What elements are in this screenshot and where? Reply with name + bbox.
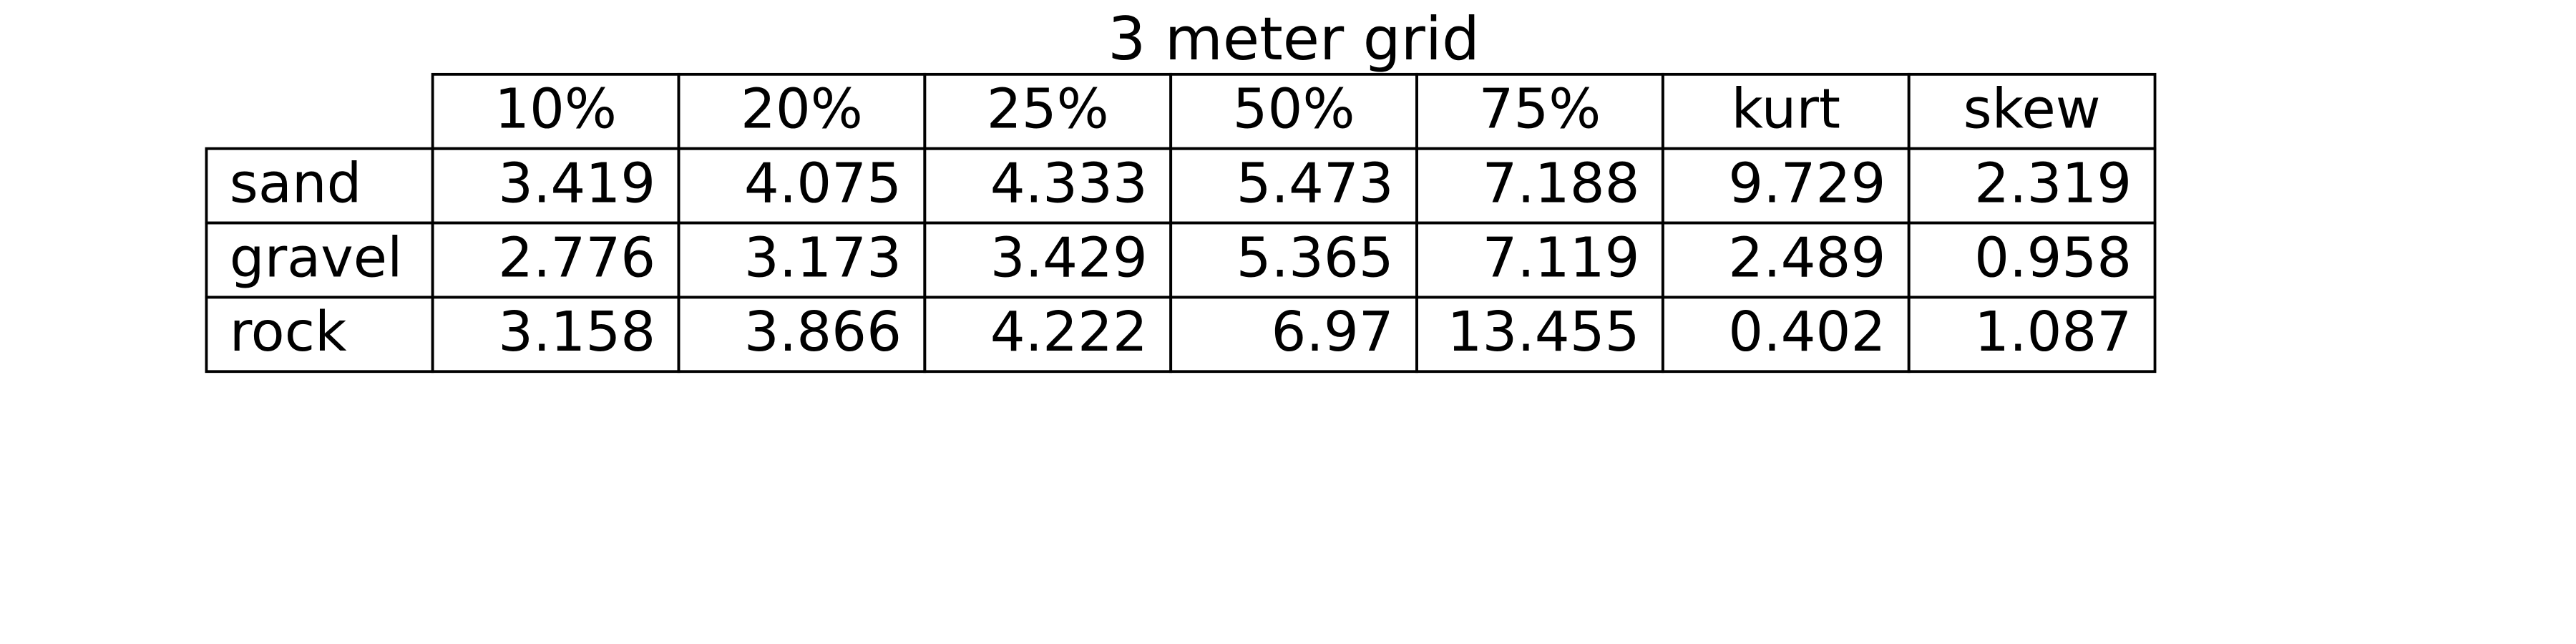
column-header-label: 20% <box>741 78 863 142</box>
table-cell-value: 5.365 <box>1236 226 1394 290</box>
table-cell-value: 9.729 <box>1728 152 1885 215</box>
table-cell-value: 0.958 <box>1974 226 2132 290</box>
table-cell-value: 3.429 <box>990 226 1148 290</box>
column-header-label: 25% <box>987 78 1109 142</box>
row-header-label: gravel <box>230 226 403 290</box>
column-header-label: 50% <box>1233 78 1355 142</box>
table-cell-value: 2.319 <box>1974 152 2132 215</box>
table-cell-value: 2.776 <box>498 226 655 290</box>
column-header-label: 10% <box>494 78 617 142</box>
table-cell-value: 3.866 <box>744 301 902 364</box>
row-header-label: rock <box>230 301 347 364</box>
table-cell-value: 5.473 <box>1236 152 1394 215</box>
column-header-label: 75% <box>1478 78 1601 142</box>
table-cell-value: 4.333 <box>990 152 1148 215</box>
table-cell-value: 1.087 <box>1974 301 2132 364</box>
table-cell <box>1907 296 2157 374</box>
column-header-label: skew <box>1963 78 2101 142</box>
row-header-label: sand <box>230 152 362 215</box>
table-cell-value: 2.489 <box>1728 226 1885 290</box>
table-text: 10% 20% 25% 50% 75% kurt skew sand 3.419 4.075 4.3… <box>230 78 2132 365</box>
table-cell-value: 4.075 <box>744 152 902 215</box>
column-header-label: kurt <box>1731 78 1840 142</box>
table-cell-value: 7.188 <box>1482 152 1639 215</box>
table-cell-value: 7.119 <box>1482 226 1639 290</box>
table-cell-value: 3.173 <box>744 226 902 290</box>
table-cell-value: 4.222 <box>990 301 1148 364</box>
table-grid <box>205 72 2157 374</box>
table-cell-value: 3.419 <box>498 152 655 215</box>
table-cell-value: 3.158 <box>498 301 655 364</box>
table-cell-value: 6.97 <box>1272 301 1394 364</box>
table-cell-value: 0.402 <box>1728 301 1885 364</box>
chart-title: 3 meter grid <box>1108 4 1480 74</box>
table-cell-value: 13.455 <box>1448 301 1640 364</box>
